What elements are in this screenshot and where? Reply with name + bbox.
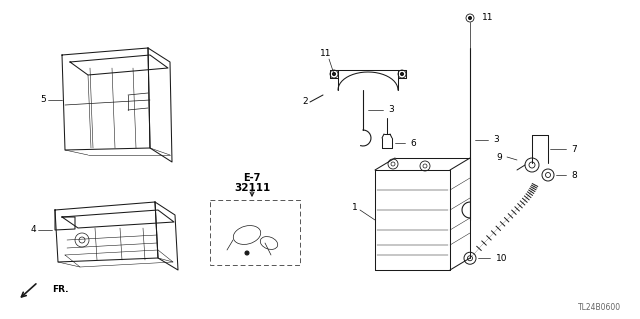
Circle shape bbox=[333, 72, 335, 76]
Text: 1: 1 bbox=[352, 204, 358, 212]
Text: 3: 3 bbox=[493, 136, 499, 145]
Text: 32111: 32111 bbox=[234, 183, 270, 193]
Text: 9: 9 bbox=[496, 152, 502, 161]
Text: 11: 11 bbox=[320, 49, 332, 58]
Circle shape bbox=[245, 251, 249, 255]
Circle shape bbox=[401, 72, 403, 76]
Text: TL24B0600: TL24B0600 bbox=[579, 303, 621, 313]
Text: 5: 5 bbox=[40, 95, 46, 105]
Text: 3: 3 bbox=[388, 106, 394, 115]
Text: E-7: E-7 bbox=[243, 173, 260, 183]
Text: 11: 11 bbox=[482, 13, 493, 23]
Text: FR.: FR. bbox=[52, 286, 68, 294]
Text: 8: 8 bbox=[571, 170, 577, 180]
Text: 2: 2 bbox=[302, 98, 308, 107]
Text: 4: 4 bbox=[30, 226, 36, 234]
Bar bbox=[210, 200, 300, 265]
Circle shape bbox=[468, 17, 472, 19]
Text: 7: 7 bbox=[571, 145, 577, 153]
Text: 10: 10 bbox=[496, 254, 508, 263]
Text: 6: 6 bbox=[410, 138, 416, 147]
